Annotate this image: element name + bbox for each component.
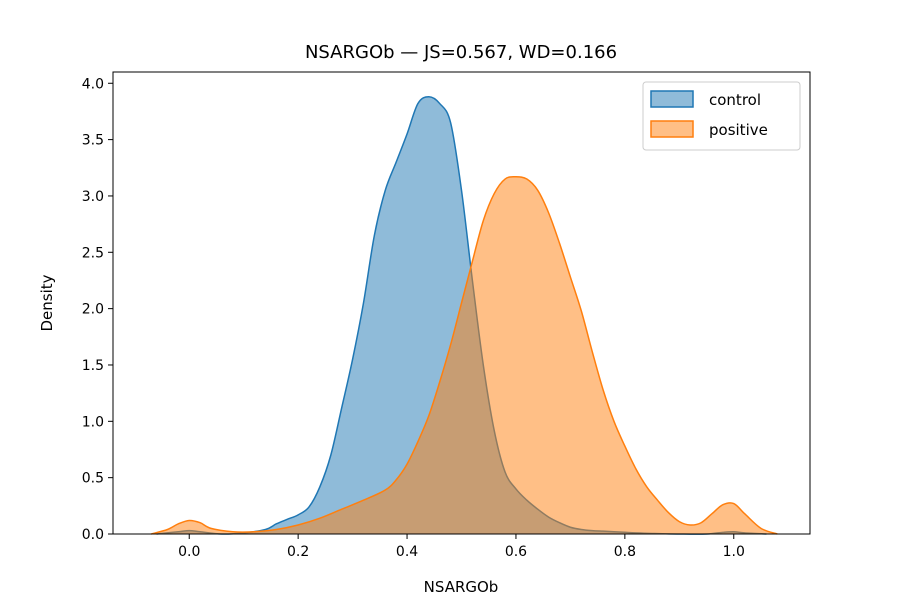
x-axis-label: NSARGOb xyxy=(424,578,499,596)
legend-label-positive: positive xyxy=(709,121,768,139)
y-tick-label: 3.5 xyxy=(82,133,104,149)
y-tick-label: 0.5 xyxy=(82,471,104,487)
legend-swatch-positive xyxy=(650,120,694,138)
x-tick-label: 0.4 xyxy=(396,544,418,560)
y-axis-label: Density xyxy=(38,274,56,331)
plot-area xyxy=(150,96,778,535)
y-tick-label: 2.0 xyxy=(82,302,104,318)
y-tick-label: 1.5 xyxy=(82,358,104,374)
chart-title: NSARGOb — JS=0.567, WD=0.166 xyxy=(305,42,617,63)
x-tick-label: 0.6 xyxy=(505,544,527,560)
y-tick-label: 1.0 xyxy=(82,414,104,430)
series-line-positive xyxy=(150,176,778,535)
x-tick-label: 0.8 xyxy=(614,544,636,560)
y-axis: 0.0 0.5 1.0 1.5 2.0 2.5 3.0 3.5 4.0 xyxy=(82,76,113,543)
x-tick-label: 0.2 xyxy=(287,544,309,560)
series-area-positive xyxy=(151,176,778,535)
y-tick-label: 0.0 xyxy=(82,527,104,543)
y-tick-label: 2.5 xyxy=(82,245,104,261)
y-tick-label: 4.0 xyxy=(82,76,104,92)
x-axis: 0.0 0.2 0.4 0.6 0.8 1.0 xyxy=(178,534,745,560)
x-tick-label: 0.0 xyxy=(178,544,200,560)
x-tick-label: 1.0 xyxy=(723,544,745,560)
legend-label-control: control xyxy=(709,91,761,109)
plot-frame xyxy=(112,71,811,535)
legend-swatch-control xyxy=(650,90,694,108)
legend: control positive xyxy=(642,81,801,151)
y-tick-label: 3.0 xyxy=(82,189,104,205)
